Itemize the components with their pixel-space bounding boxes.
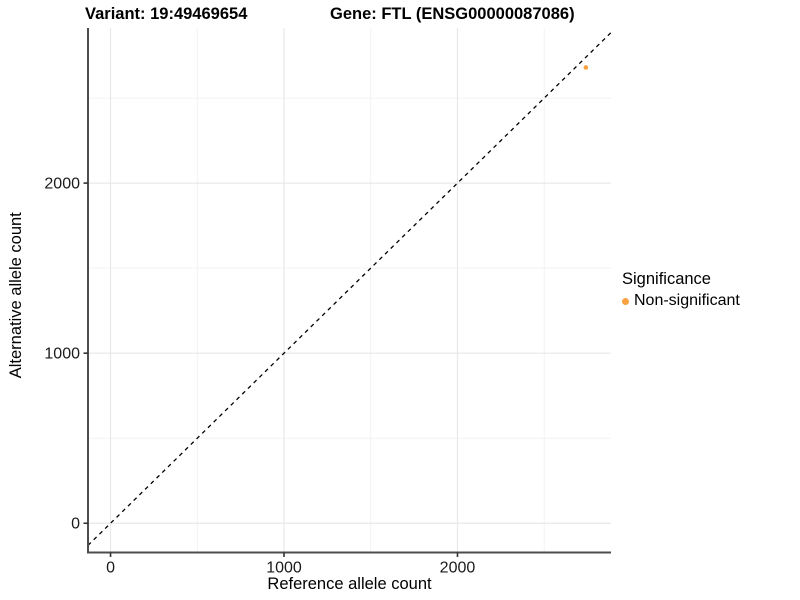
legend-title: Significance [622, 270, 711, 288]
legend-point-icon [622, 297, 629, 305]
legend-item-non-significant: Non-significant [622, 290, 740, 312]
y-tick-label: 0 [71, 516, 80, 533]
x-axis-title: Reference allele count [267, 575, 432, 593]
identity-dashed-line [87, 32, 612, 546]
x-tick-label: 0 [106, 560, 115, 577]
legend: Significance Non-significant [622, 268, 740, 312]
y-tick-label: 2000 [44, 176, 80, 193]
y-tick-label: 1000 [44, 346, 80, 363]
x-tick-label: 2000 [440, 560, 476, 577]
legend-item-label: Non-significant [634, 292, 740, 309]
x-tick-label: 1000 [266, 560, 302, 577]
plot-title-gene: Gene: FTL (ENSG00000087086) [330, 5, 575, 23]
data-point [583, 65, 589, 70]
y-axis-title: Alternative allele count [7, 212, 25, 378]
plot-title-variant: Variant: 19:49469654 [85, 5, 248, 23]
